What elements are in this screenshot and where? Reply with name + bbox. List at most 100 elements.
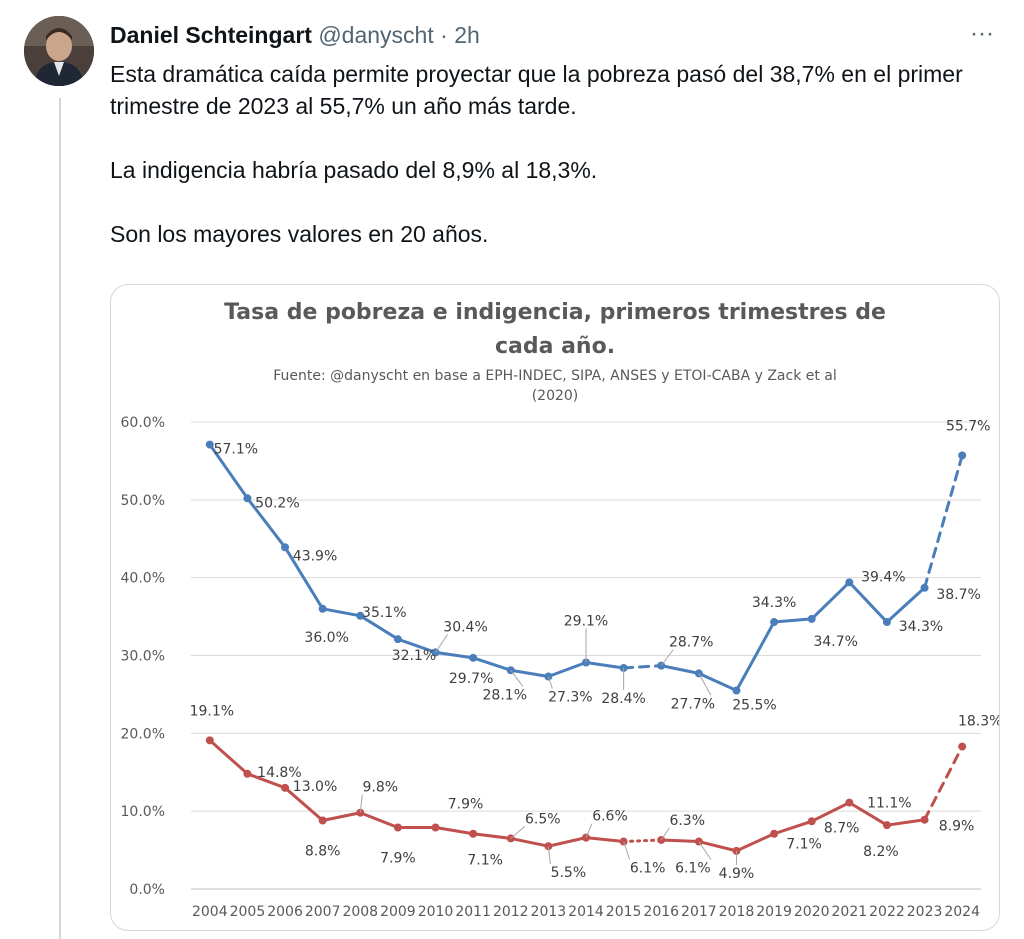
x-tick-label: 2021 — [832, 904, 868, 920]
poverty-line-segment — [847, 580, 889, 624]
tweet-paragraph: La indigencia habría pasado del 8,9% al … — [110, 157, 598, 183]
indigence-data-label: 19.1% — [190, 703, 234, 719]
chart-subtitle: Fuente: @danyscht en base a EPH-INDEC, S… — [273, 368, 837, 384]
indigence-line-segment — [509, 836, 550, 848]
x-tick-label: 2019 — [756, 904, 792, 920]
x-tick-label: 2020 — [794, 904, 830, 920]
x-tick-label: 2016 — [643, 904, 679, 920]
indigence-line-segment — [697, 840, 738, 853]
indigence-data-label: 7.1% — [786, 837, 822, 853]
poverty-data-label: 27.7% — [671, 696, 715, 712]
poverty-data-label: 30.4% — [443, 619, 487, 635]
poverty-line-segment — [584, 661, 626, 670]
more-options-icon[interactable]: ··· — [970, 20, 994, 47]
poverty-data-label: 32.1% — [392, 648, 436, 664]
poverty-line-segment — [509, 668, 550, 679]
y-tick-label: 20.0% — [121, 726, 165, 742]
separator-dot: · — [440, 22, 448, 48]
poverty-point — [807, 614, 816, 623]
indigence-data-label: 14.8% — [257, 765, 301, 781]
y-tick-label: 0.0% — [129, 882, 165, 898]
indigence-line-segment — [321, 811, 362, 823]
indigence-leader-line — [359, 794, 363, 813]
poverty-leader-line — [510, 669, 524, 687]
x-tick-label: 2024 — [944, 904, 980, 920]
indigence-line-segment — [885, 818, 927, 827]
indigence-line-segment — [471, 832, 513, 840]
poverty-data-label: 57.1% — [214, 442, 258, 458]
avatar[interactable] — [24, 16, 94, 86]
indigence-point — [920, 815, 929, 824]
poverty-line-segment — [434, 650, 475, 660]
indigence-line-segment — [546, 836, 588, 848]
x-tick-label: 2013 — [531, 904, 567, 920]
poverty-data-label: 34.3% — [899, 619, 943, 635]
poverty-point — [845, 578, 854, 587]
indigence-line-segment — [923, 745, 964, 822]
indigence-point — [958, 742, 967, 751]
tweet-media-chart[interactable]: 0.0% 10.0% 20.0% 30.0% 40.0% 50.0% 60.0% 2004 2… — [110, 284, 1000, 931]
x-tick-label: 2008 — [342, 904, 378, 920]
indigence-line-segment — [584, 836, 626, 844]
poverty-data-label: 55.7% — [946, 418, 990, 434]
indigence-data-label: 7.9% — [448, 797, 484, 813]
indigence-point — [205, 736, 214, 745]
indigence-point — [845, 798, 854, 807]
poverty-data-label: 39.4% — [861, 569, 905, 585]
x-tick-label: 2009 — [380, 904, 416, 920]
tweet-header: Daniel Schteingart @danyscht · 2h — [110, 20, 480, 50]
indigence-data-label: 7.9% — [380, 851, 416, 867]
poverty-line-segment — [358, 614, 400, 641]
indigence-leader-line — [660, 827, 670, 841]
poverty-point — [281, 543, 290, 552]
poverty-line-segment — [321, 607, 362, 618]
chart-subtitle: (2020) — [532, 388, 579, 404]
poverty-line-segment — [245, 496, 287, 549]
tweet-timestamp[interactable]: 2h — [454, 22, 480, 48]
indigence-data-label: 8.8% — [305, 844, 341, 860]
indigence-line-segment — [810, 801, 851, 823]
indigence-data-label: 6.1% — [675, 861, 711, 877]
poverty-line-segment — [283, 545, 325, 611]
indigence-data-label: 13.0% — [293, 779, 337, 795]
indigence-point — [281, 783, 290, 792]
indigence-leader-line — [623, 841, 631, 860]
indigence-line-segment — [772, 819, 814, 836]
author-handle[interactable]: @danyscht — [318, 22, 434, 48]
poverty-leader-line — [660, 649, 674, 666]
indigence-point — [393, 823, 402, 832]
poverty-point — [732, 686, 741, 695]
indigence-line-segment — [245, 772, 287, 790]
poverty-point — [393, 635, 402, 644]
indigence-line-segment — [208, 738, 249, 776]
poverty-line-segment — [208, 443, 249, 500]
indigence-point — [431, 823, 440, 832]
poverty-line-segment — [396, 637, 438, 654]
poverty-data-label: 50.2% — [255, 495, 299, 511]
indigence-leader-line — [698, 841, 712, 860]
x-tick-label: 2011 — [455, 904, 491, 920]
poverty-indigence-chart: 0.0%10.0%20.0%30.0%40.0%50.0%60.0% 2004 2… — [121, 300, 999, 920]
y-tick-label: 50.0% — [121, 493, 165, 509]
indigence-data-label: 5.5% — [551, 865, 587, 881]
author-name[interactable]: Daniel Schteingart — [110, 22, 312, 48]
indigence-data-label: 4.9% — [719, 866, 755, 882]
x-tick-label: 2006 — [267, 904, 303, 920]
tweet-paragraph: Esta dramática caída permite proyectar q… — [110, 61, 963, 119]
poverty-data-label: 36.0% — [304, 630, 348, 646]
indigence-leader-line — [547, 846, 551, 865]
tweet-text: Esta dramática caída permite proyectar q… — [110, 58, 1010, 250]
x-tick-label: 2022 — [869, 904, 905, 920]
poverty-point — [958, 451, 967, 460]
poverty-point — [243, 494, 252, 503]
indigence-point — [807, 817, 816, 826]
poverty-point — [770, 618, 779, 627]
chart-title: Tasa de pobreza e indigencia, primeros t… — [224, 300, 886, 325]
poverty-point — [356, 611, 365, 620]
indigence-line-segment — [283, 786, 325, 823]
poverty-point — [920, 583, 929, 592]
poverty-line-segment — [471, 656, 513, 672]
indigence-data-label: 18.3% — [958, 714, 999, 730]
indigence-line-segment — [734, 832, 776, 853]
x-tick-label: 2004 — [192, 904, 228, 920]
